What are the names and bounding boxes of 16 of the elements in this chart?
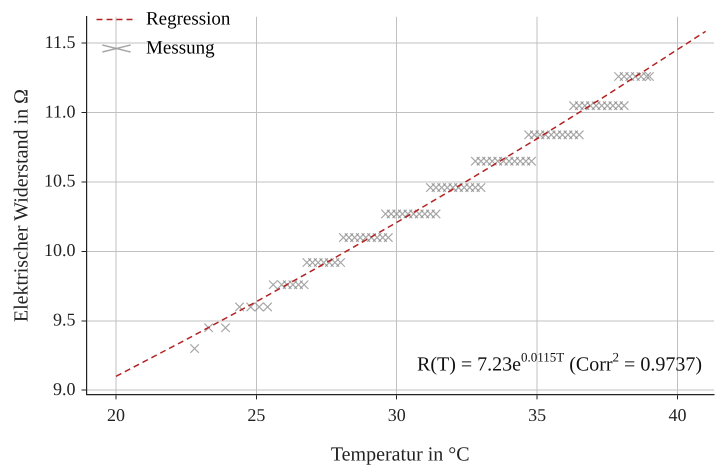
x-tick-label: 20	[106, 404, 125, 425]
y-axis-title: Elektrischer Widerstand in Ω	[10, 89, 32, 322]
x-axis-title: Temperatur in °C	[330, 443, 470, 466]
y-tick-label: 9.0	[53, 378, 76, 399]
legend-label: Messung	[146, 37, 216, 58]
x-tick-label: 35	[528, 404, 546, 425]
x-tick-label: 30	[388, 404, 406, 425]
legend-label: Regression	[146, 8, 231, 30]
y-tick-label: 11.0	[44, 101, 76, 122]
y-tick-label: 10.0	[44, 240, 76, 260]
x-tick-label: 25	[247, 404, 266, 425]
line-series	[115, 30, 706, 378]
x-tick-label: 40	[668, 404, 686, 425]
y-tick-label: 11.5	[44, 32, 76, 52]
y-tick-label: 10.5	[44, 170, 76, 191]
y-tick-label: 9.5	[53, 310, 76, 330]
